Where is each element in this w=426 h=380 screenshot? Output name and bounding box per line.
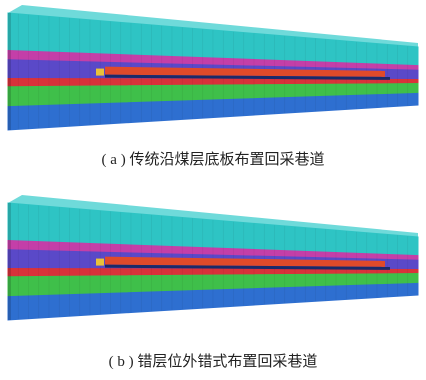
caption: ( b ) 错层位外错式布置回采巷道 xyxy=(0,350,426,371)
caption: ( a ) 传统沿煤层底板布置回采巷道 xyxy=(0,148,426,169)
figure-panel: ( a ) 传统沿煤层底板布置回采巷道 ( b ) 错层位外错式布置回采巷道 xyxy=(0,0,426,380)
roadway-end xyxy=(96,259,104,266)
side-edge xyxy=(8,13,11,130)
roadway-end xyxy=(96,69,104,76)
page: {"figures": [ {"caption": "( a ) 传统沿煤层底板… xyxy=(0,0,426,380)
side-edge xyxy=(8,203,11,320)
